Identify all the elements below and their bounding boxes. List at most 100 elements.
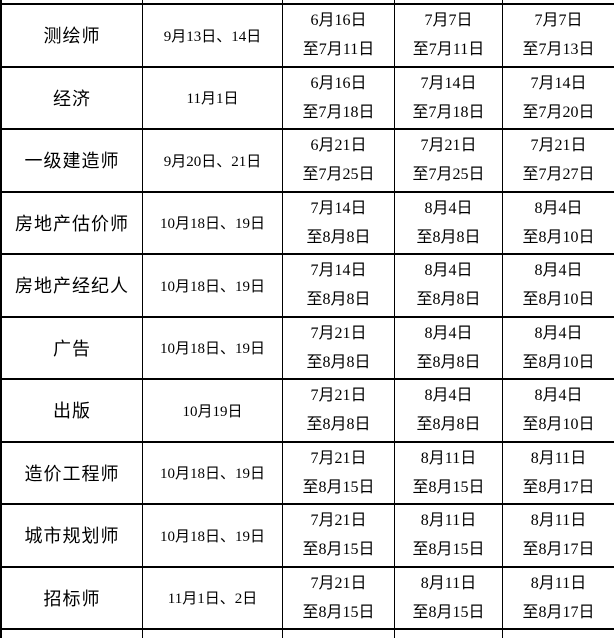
exam-date-cell: 10月18日、19日 — [143, 505, 283, 568]
period-start: 7月14日 — [310, 262, 367, 280]
period-end: 至8月8日 — [306, 353, 371, 371]
exam-date-cell: 9月13日、14日 — [143, 5, 283, 68]
registration-period-cell: 7月7日 至7月13日 — [503, 5, 614, 68]
exam-date-cell: 10月18日、19日 — [143, 442, 283, 505]
registration-period-cell: 8月11日 至8月15日 — [395, 442, 503, 505]
exam-date-cell: 10月18日、19日 — [143, 192, 283, 255]
registration-period-cell: 7月21日 至7月25日 — [395, 130, 503, 193]
period-end: 至7月20日 — [522, 103, 595, 121]
period-end: 至8月8日 — [306, 416, 371, 434]
table-row: 测绘师 9月13日、14日 6月16日 至7月11日 7月7日 至7月11日 7… — [2, 5, 614, 68]
period-start: 8月4日 — [424, 387, 473, 405]
registration-period-cell: 7月21日 至8月8日 — [283, 317, 395, 380]
period-end: 至8月15日 — [412, 541, 485, 559]
period-start: 8月11日 — [420, 574, 477, 592]
exam-name-cell: 造价工程师 — [2, 442, 143, 505]
period-end: 至8月17日 — [522, 478, 595, 496]
period-end: 至8月15日 — [302, 541, 375, 559]
period-end: 至8月8日 — [416, 228, 481, 246]
partial-cell — [395, 0, 503, 5]
period-end: 至8月8日 — [306, 228, 371, 246]
partial-cell — [143, 0, 283, 5]
registration-period-cell: 8月11日 至8月17日 — [503, 443, 614, 505]
registration-period-cell: 7月7日 至7月11日 — [395, 5, 503, 68]
registration-period-cell: 7月14日 至8月8日 — [283, 255, 395, 318]
table-row: 经济 11月1日 6月16日 至7月18日 7月14日 至7月18日 7月14日… — [2, 67, 614, 130]
period-end: 至8月17日 — [522, 541, 595, 559]
exam-name-cell: 一级建造师 — [2, 130, 143, 193]
registration-period-cell: 8月4日 至8月10日 — [503, 318, 614, 380]
exam-name-cell: 房地产经纪人 — [2, 255, 143, 318]
period-end: 至8月8日 — [416, 416, 481, 434]
registration-period-cell: 8月4日 至8月10日 — [503, 380, 614, 443]
table-row: 城市规划师 10月18日、19日 7月21日 至8月15日 8月11日 至8月1… — [2, 505, 614, 568]
period-start: 8月4日 — [424, 262, 473, 280]
registration-period-cell: 6月16日 至7月18日 — [283, 67, 395, 130]
period-start: 8月11日 — [420, 449, 477, 467]
registration-period-cell: 8月4日 至8月8日 — [395, 192, 503, 255]
partial-cell — [503, 0, 614, 5]
period-start: 7月21日 — [530, 137, 587, 155]
partial-cell — [283, 630, 395, 638]
exam-date-cell: 10月18日、19日 — [143, 317, 283, 380]
period-start: 8月11日 — [530, 449, 587, 467]
registration-period-cell: 6月21日 至7月25日 — [283, 130, 395, 193]
period-end: 至7月13日 — [522, 41, 595, 59]
partial-cell — [283, 0, 395, 5]
period-end: 至7月27日 — [522, 166, 595, 184]
period-start: 7月21日 — [310, 512, 367, 530]
registration-period-cell: 7月14日 至7月20日 — [503, 68, 614, 130]
period-start: 8月11日 — [420, 512, 477, 530]
period-start: 7月21日 — [420, 137, 477, 155]
registration-period-cell: 6月16日 至7月11日 — [283, 5, 395, 68]
exam-name-cell: 房地产估价师 — [2, 192, 143, 255]
exam-name-cell: 经济 — [2, 67, 143, 130]
period-start: 8月4日 — [424, 199, 473, 217]
period-start: 8月4日 — [534, 262, 583, 280]
period-start: 8月4日 — [534, 324, 583, 342]
registration-period-cell: 7月14日 至8月8日 — [283, 192, 395, 255]
table-row: 房地产估价师 10月18日、19日 7月14日 至8月8日 8月4日 至8月8日… — [2, 192, 614, 255]
registration-period-cell: 7月21日 至7月27日 — [503, 130, 614, 193]
registration-period-cell: 8月11日 至8月15日 — [395, 505, 503, 568]
partial-row-top — [2, 0, 614, 5]
period-start: 7月21日 — [310, 449, 367, 467]
partial-cell — [395, 630, 503, 638]
period-start: 7月7日 — [424, 12, 473, 30]
exam-date-cell: 9月20日、21日 — [143, 130, 283, 193]
period-start: 8月4日 — [424, 324, 473, 342]
registration-period-cell: 7月21日 至8月8日 — [283, 380, 395, 443]
partial-cell — [2, 0, 143, 5]
registration-period-cell: 8月4日 至8月8日 — [395, 380, 503, 443]
partial-cell — [503, 630, 614, 638]
period-end: 至7月25日 — [412, 166, 485, 184]
exam-date-cell: 10月18日、19日 — [143, 255, 283, 318]
exam-name-cell: 广告 — [2, 317, 143, 380]
period-start: 8月11日 — [530, 512, 587, 530]
exam-date-cell: 11月1日、2日 — [143, 567, 283, 630]
partial-cell — [143, 630, 283, 638]
registration-period-cell: 7月14日 至7月18日 — [395, 67, 503, 130]
registration-period-cell: 8月11日 至8月17日 — [503, 505, 614, 568]
period-end: 至7月11日 — [412, 41, 485, 59]
period-end: 至8月15日 — [302, 478, 375, 496]
period-end: 至8月10日 — [522, 353, 595, 371]
registration-period-cell: 8月4日 至8月10日 — [503, 193, 614, 255]
table-row: 广告 10月18日、19日 7月21日 至8月8日 8月4日 至8月8日 8月4… — [2, 317, 614, 380]
period-start: 7月21日 — [310, 387, 367, 405]
period-start: 6月21日 — [310, 137, 367, 155]
exam-name-cell: 测绘师 — [2, 5, 143, 68]
exam-date-cell: 11月1日 — [143, 67, 283, 130]
partial-cell — [2, 630, 143, 638]
table-row: 招标师 11月1日、2日 7月21日 至8月15日 8月11日 至8月15日 8… — [2, 567, 614, 630]
period-end: 至8月8日 — [416, 291, 481, 309]
registration-period-cell: 8月4日 至8月8日 — [395, 317, 503, 380]
period-start: 7月14日 — [310, 199, 367, 217]
period-end: 至7月18日 — [412, 103, 485, 121]
registration-period-cell: 7月21日 至8月15日 — [283, 505, 395, 568]
period-end: 至8月17日 — [522, 603, 595, 621]
period-end: 至8月10日 — [522, 416, 595, 434]
registration-period-cell: 8月11日 至8月17日 — [503, 568, 614, 630]
period-start: 6月16日 — [310, 12, 367, 30]
